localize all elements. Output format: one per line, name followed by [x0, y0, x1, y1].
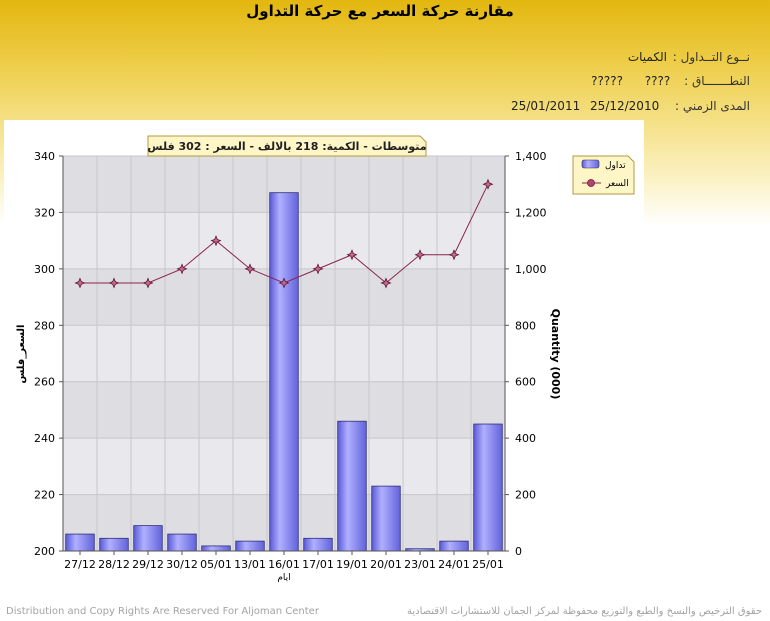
- left-tick-label: 280: [34, 319, 55, 332]
- bar: [65, 533, 95, 552]
- x-tick-label: 05/01: [200, 558, 232, 571]
- bar: [235, 540, 265, 552]
- bar: [303, 537, 333, 552]
- price-point: [108, 277, 120, 289]
- x-tick-label: 20/01: [370, 558, 402, 571]
- legend: تداول السعر: [572, 155, 635, 195]
- left-tick-label: 260: [34, 376, 55, 389]
- price-point: [74, 277, 86, 289]
- right-tick-label: 1,200: [515, 206, 547, 219]
- price-point: [278, 277, 290, 289]
- legend-label-line: السعر: [605, 179, 629, 189]
- x-tick-label: 30/12: [166, 558, 198, 571]
- bar: [99, 537, 129, 552]
- price-point: [244, 263, 256, 275]
- right-tick-label: 600: [515, 376, 536, 389]
- right-axis-label: Quantity (000): [549, 309, 562, 400]
- left-tick-label: 300: [34, 263, 55, 276]
- period-from: 25/12/2010: [590, 99, 660, 113]
- trade-type-value: الكميات: [627, 50, 667, 64]
- x-tick-label: 16/01: [268, 558, 300, 571]
- right-tick-label: 200: [515, 489, 536, 502]
- bar: [473, 423, 503, 552]
- chart-title: متوسطات - الكمية: 218 بالالف - السعر : 3…: [147, 140, 426, 153]
- bar: [133, 525, 163, 552]
- x-tick-label: 23/01: [404, 558, 436, 571]
- left-tick-label: 320: [34, 206, 55, 219]
- left-tick-label: 220: [34, 489, 55, 502]
- bar: [201, 545, 231, 552]
- bar: [371, 485, 401, 552]
- price-point: [210, 235, 222, 247]
- legend-label-bar: تداول: [605, 161, 626, 171]
- bar: [269, 192, 299, 552]
- footer-left: Distribution and Copy Rights Are Reserve…: [6, 606, 319, 617]
- scope-row: النطـــــــاق : ???? ?????: [591, 74, 750, 88]
- price-point: [312, 263, 324, 275]
- left-tick-label: 200: [34, 545, 55, 558]
- right-tick-label: 1,400: [515, 150, 547, 163]
- x-axis-label: ايام: [277, 573, 290, 583]
- trade-type-row: نــوع التــداول : الكميات: [628, 50, 750, 64]
- x-tick-label: 25/01: [472, 558, 504, 571]
- left-tick-label: 240: [34, 432, 55, 445]
- scope-label: النطـــــــاق :: [684, 74, 750, 88]
- x-tick-label: 13/01: [234, 558, 266, 571]
- x-tick-label: 24/01: [438, 558, 470, 571]
- price-point: [176, 263, 188, 275]
- scope-value-2: ?????: [591, 74, 623, 88]
- price-point: [448, 249, 460, 261]
- legend-swatch-bar: [581, 159, 600, 169]
- right-tick-label: 1,000: [515, 263, 547, 276]
- period-to: 25/01/2011: [511, 99, 581, 113]
- trade-type-label: نــوع التــداول :: [672, 50, 750, 64]
- left-axis-label: السعر_فلس: [16, 325, 27, 384]
- x-tick-label: 17/01: [302, 558, 334, 571]
- bar: [337, 420, 367, 552]
- right-tick-label: 800: [515, 319, 536, 332]
- x-tick-label: 27/12: [64, 558, 96, 571]
- price-point: [414, 249, 426, 261]
- scope-value-1: ????: [644, 74, 671, 88]
- legend-marker-line: [587, 179, 595, 187]
- footer-right: حقوق الترخيص والنسخ والطبع والتوزيع محفو…: [406, 606, 762, 617]
- x-tick-label: 19/01: [336, 558, 368, 571]
- right-tick-label: 400: [515, 432, 536, 445]
- right-tick-label: 0: [515, 545, 522, 558]
- bar: [439, 540, 469, 552]
- left-tick-label: 340: [34, 150, 55, 163]
- price-point: [346, 249, 358, 261]
- period-row: المدى الزمني : 25/12/2010 25/01/2011: [511, 99, 750, 113]
- x-tick-label: 28/12: [98, 558, 130, 571]
- x-tick-label: 29/12: [132, 558, 164, 571]
- bar: [167, 533, 197, 552]
- page-title: مقارنة حركة السعر مع حركة التداول: [246, 2, 514, 20]
- period-label: المدى الزمني :: [675, 99, 750, 113]
- price-point: [142, 277, 154, 289]
- chart-title-box: متوسطات - الكمية: 218 بالالف - السعر : 3…: [147, 135, 427, 157]
- price-point: [482, 178, 494, 190]
- price-point: [380, 277, 392, 289]
